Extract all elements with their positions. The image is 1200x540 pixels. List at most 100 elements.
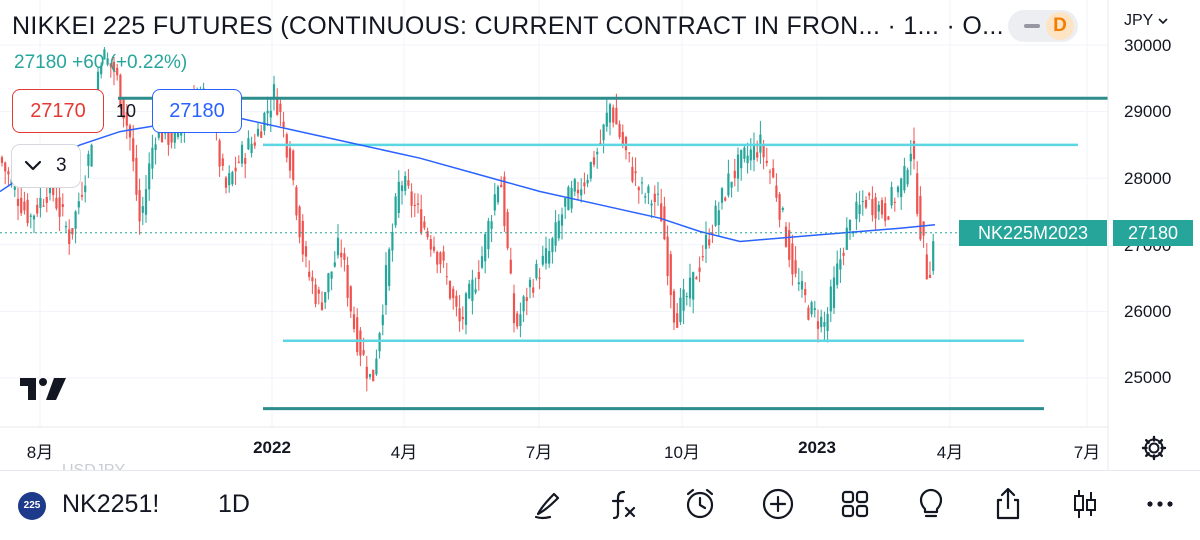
- interval-button[interactable]: 1D: [218, 490, 250, 518]
- candle-body: [602, 124, 605, 141]
- candle: [647, 184, 650, 205]
- time-axis-label: 2023: [798, 438, 836, 457]
- candle: [826, 307, 829, 343]
- spread-value: 10: [116, 101, 137, 121]
- candle-body: [362, 350, 365, 355]
- candle: [154, 137, 157, 165]
- candle-body: [218, 140, 221, 167]
- more-icon[interactable]: [1140, 484, 1180, 524]
- candle-body: [304, 246, 308, 257]
- candle-body: [768, 171, 772, 173]
- brush-icon[interactable]: [528, 484, 568, 524]
- candle-body: [656, 193, 660, 195]
- candle-body: [583, 182, 586, 187]
- candle: [781, 206, 784, 213]
- chart-title[interactable]: NIKKEI 225 FUTURES (CONTINUOUS: CURRENT …: [12, 12, 1004, 40]
- candle: [429, 235, 432, 257]
- market-status-toggle[interactable]: D: [1008, 10, 1078, 42]
- plus-circle-icon[interactable]: [758, 484, 798, 524]
- bid-price-button[interactable]: 27170: [12, 89, 104, 133]
- moving-average-line: [0, 117, 936, 243]
- time-axis-label: 7月: [1073, 443, 1101, 462]
- candle: [490, 215, 493, 243]
- candle: [896, 185, 900, 198]
- share-icon[interactable]: [988, 484, 1028, 524]
- candle-body: [266, 110, 269, 114]
- candle-body: [452, 288, 455, 299]
- time-axis-label: 4月: [390, 443, 418, 462]
- candle-body: [90, 144, 93, 167]
- candle: [336, 224, 340, 259]
- candle: [868, 191, 871, 200]
- symbol-search-button[interactable]: NK2251!: [62, 490, 160, 518]
- candle-body: [922, 221, 925, 236]
- grid-icon[interactable]: [835, 484, 875, 524]
- candle-body: [256, 128, 260, 136]
- candle: [656, 181, 660, 206]
- candle-body: [756, 152, 759, 158]
- candle-body: [528, 279, 532, 288]
- candle-body: [877, 204, 880, 212]
- candle-body: [228, 173, 231, 186]
- candle: [346, 256, 349, 307]
- candle-body: [660, 203, 663, 222]
- candle-body: [455, 295, 458, 307]
- candle-body: [167, 132, 170, 145]
- candle: [61, 193, 64, 217]
- candles-icon[interactable]: [1065, 484, 1105, 524]
- candle: [432, 236, 436, 254]
- candle: [288, 140, 292, 179]
- candle-body: [490, 221, 493, 229]
- price-axis-label: 30000: [1124, 36, 1172, 55]
- candle: [628, 152, 631, 163]
- candle-body: [173, 128, 176, 143]
- price-chart[interactable]: [0, 0, 1200, 470]
- fx-icon[interactable]: [604, 484, 644, 524]
- lightbulb-icon[interactable]: [911, 484, 951, 524]
- candle: [708, 228, 711, 249]
- alarm-clock-icon[interactable]: [680, 484, 720, 524]
- candle: [576, 181, 580, 201]
- candle-body: [698, 267, 701, 272]
- candle-body: [615, 107, 618, 125]
- candle-body: [647, 186, 650, 194]
- candle-body: [704, 234, 708, 249]
- candle-body: [125, 111, 128, 126]
- candle: [359, 326, 362, 367]
- candle-body: [314, 284, 317, 305]
- candle: [749, 138, 752, 171]
- candle: [253, 134, 256, 149]
- candle-body: [682, 289, 685, 311]
- candle-body: [4, 162, 7, 172]
- gear-icon[interactable]: [1140, 434, 1168, 462]
- candle: [295, 184, 298, 221]
- candle-body: [765, 160, 768, 163]
- candle: [589, 161, 592, 182]
- candle-body: [240, 144, 244, 164]
- currency-label: JPY: [1124, 12, 1154, 29]
- indicators-toggle-button[interactable]: 3: [12, 145, 80, 187]
- candle: [880, 197, 884, 219]
- candle-body: [928, 274, 932, 278]
- candle-body: [538, 277, 541, 279]
- candle: [538, 268, 541, 290]
- candle-body: [903, 166, 906, 191]
- candle: [64, 221, 68, 233]
- candle-body: [276, 97, 279, 115]
- candle: [730, 181, 733, 198]
- candle: [45, 187, 48, 213]
- last-price-tag: 27180: [1113, 220, 1193, 246]
- candle: [724, 196, 727, 202]
- candle: [608, 102, 612, 136]
- candle-body: [842, 252, 845, 256]
- candle-body: [852, 232, 855, 234]
- candle: [356, 308, 359, 356]
- candle-body: [103, 49, 106, 60]
- candle: [298, 205, 301, 244]
- currency-selector[interactable]: JPY: [1124, 12, 1168, 30]
- candle-body: [74, 211, 77, 229]
- candle: [407, 169, 410, 189]
- candle: [285, 132, 288, 163]
- candle-body: [749, 149, 752, 161]
- ask-price-button[interactable]: 27180: [152, 89, 242, 133]
